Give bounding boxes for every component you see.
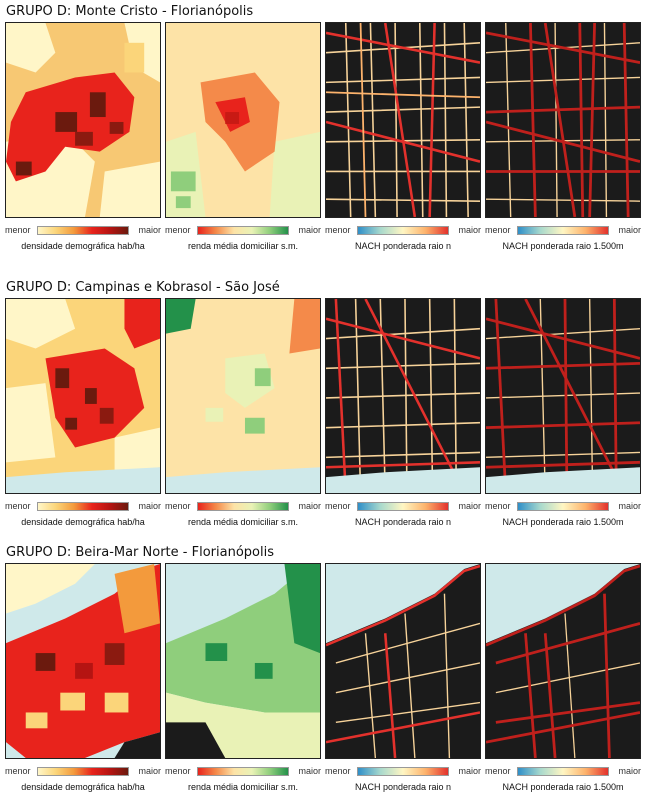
map-income	[165, 563, 321, 759]
legend-color-ramp	[357, 226, 449, 235]
legend-max-label: maior	[138, 766, 161, 776]
legend-min-label: menor	[485, 225, 511, 235]
legend-color-ramp	[37, 767, 129, 776]
map-nach-radius-n	[325, 563, 481, 759]
group-title: GRUPO D: Beira-Mar Norte - Florianópolis	[6, 545, 274, 560]
legend-min-label: menor	[485, 766, 511, 776]
legend-color-ramp	[517, 502, 609, 511]
map-density	[5, 298, 161, 494]
map-nach-radius-n	[325, 22, 481, 218]
legend-color-ramp	[197, 502, 289, 511]
legend-max-label: maior	[458, 501, 481, 511]
legend-max-label: maior	[298, 225, 321, 235]
group-monte-cristo: GRUPO D: Monte Cristo - Florianópolis me…	[0, 4, 647, 270]
legend-caption: renda média domiciliar s.m.	[187, 241, 299, 251]
legend-nach-1500m: menor maior NACH ponderada raio 1.500m	[485, 501, 641, 541]
group-title: GRUPO D: Campinas e Kobrasol - São José	[6, 280, 280, 295]
legend-min-label: menor	[5, 501, 31, 511]
group-title: GRUPO D: Monte Cristo - Florianópolis	[6, 4, 254, 19]
legend-caption: NACH ponderada raio 1.500m	[502, 241, 624, 251]
legend-max-label: maior	[138, 501, 161, 511]
legend-caption: NACH ponderada raio 1.500m	[502, 782, 624, 792]
group-beira-mar-norte: GRUPO D: Beira-Mar Norte - Florianópolis…	[0, 545, 647, 811]
legend-max-label: maior	[298, 501, 321, 511]
legend-nach-1500m: menor maior NACH ponderada raio 1.500m	[485, 225, 641, 265]
map-density	[5, 563, 161, 759]
map-nach-radius-1500m	[485, 563, 641, 759]
legend-min-label: menor	[5, 766, 31, 776]
map-nach-radius-1500m	[485, 22, 641, 218]
legend-color-ramp	[197, 226, 289, 235]
legend-min-label: menor	[165, 501, 191, 511]
legend-nach-n: menor maior NACH ponderada raio n	[325, 766, 481, 806]
legend-density: menor maior densidade demográfica hab/ha	[5, 766, 161, 806]
legend-max-label: maior	[458, 766, 481, 776]
legend-nach-1500m: menor maior NACH ponderada raio 1.500m	[485, 766, 641, 806]
legend-max-label: maior	[138, 225, 161, 235]
legend-density: menor maior densidade demográfica hab/ha	[5, 501, 161, 541]
legend-min-label: menor	[325, 501, 351, 511]
legend-color-ramp	[357, 767, 449, 776]
legend-max-label: maior	[618, 501, 641, 511]
legend-color-ramp	[37, 226, 129, 235]
legend-caption: densidade demográfica hab/ha	[21, 241, 145, 251]
map-income	[165, 22, 321, 218]
legend-max-label: maior	[618, 225, 641, 235]
legend-nach-n: menor maior NACH ponderada raio n	[325, 225, 481, 265]
legend-max-label: maior	[458, 225, 481, 235]
legend-min-label: menor	[165, 225, 191, 235]
legend-income: menor maior renda média domiciliar s.m.	[165, 766, 321, 806]
map-nach-radius-1500m	[485, 298, 641, 494]
legend-max-label: maior	[618, 766, 641, 776]
map-nach-radius-n	[325, 298, 481, 494]
legend-caption: NACH ponderada raio 1.500m	[502, 517, 624, 527]
legend-caption: densidade demográfica hab/ha	[21, 782, 145, 792]
legend-income: menor maior renda média domiciliar s.m.	[165, 501, 321, 541]
legend-caption: densidade demográfica hab/ha	[21, 517, 145, 527]
legend-nach-n: menor maior NACH ponderada raio n	[325, 501, 481, 541]
legend-caption: renda média domiciliar s.m.	[187, 782, 299, 792]
legend-min-label: menor	[325, 225, 351, 235]
legend-caption: NACH ponderada raio n	[354, 782, 452, 792]
legend-income: menor maior renda média domiciliar s.m.	[165, 225, 321, 265]
legend-color-ramp	[517, 226, 609, 235]
legend-color-ramp	[357, 502, 449, 511]
legend-min-label: menor	[485, 501, 511, 511]
legend-caption: NACH ponderada raio n	[354, 241, 452, 251]
legend-color-ramp	[37, 502, 129, 511]
legend-caption: NACH ponderada raio n	[354, 517, 452, 527]
legend-caption: renda média domiciliar s.m.	[187, 517, 299, 527]
legend-min-label: menor	[165, 766, 191, 776]
legend-min-label: menor	[5, 225, 31, 235]
legend-min-label: menor	[325, 766, 351, 776]
legend-color-ramp	[197, 767, 289, 776]
group-campinas-kobrasol: GRUPO D: Campinas e Kobrasol - São José …	[0, 280, 647, 546]
map-density	[5, 22, 161, 218]
legend-max-label: maior	[298, 766, 321, 776]
map-income	[165, 298, 321, 494]
legend-color-ramp	[517, 767, 609, 776]
legend-density: menor maior densidade demográfica hab/ha	[5, 225, 161, 265]
